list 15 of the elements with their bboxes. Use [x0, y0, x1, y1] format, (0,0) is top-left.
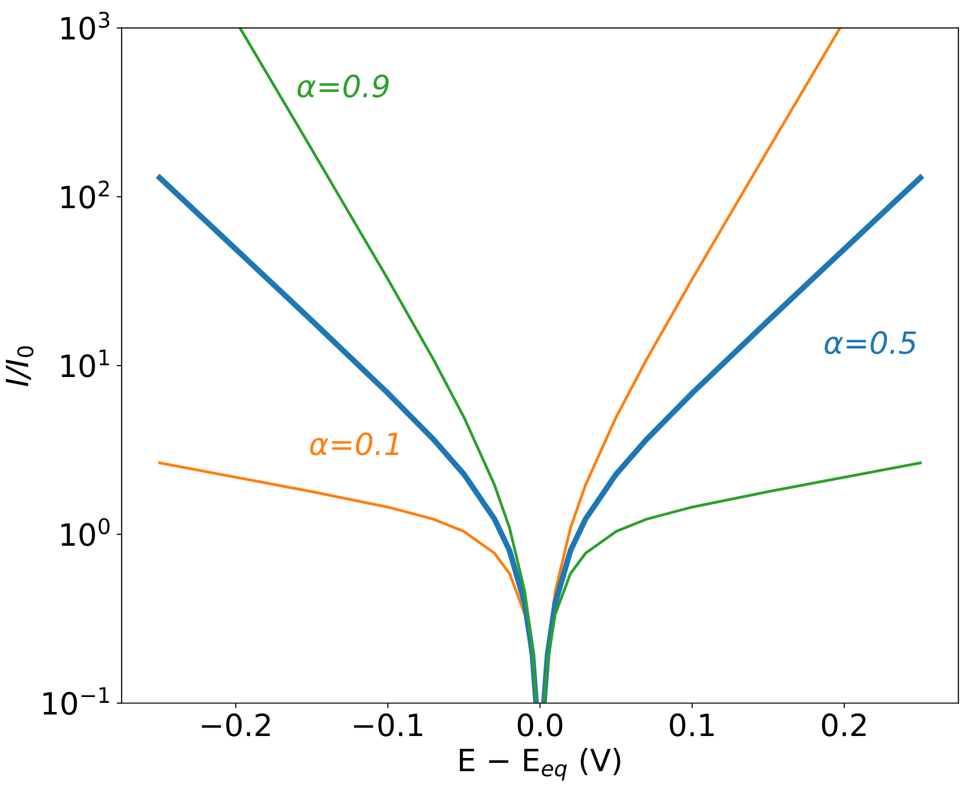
y-tick-label: 10$^{0}$ — [61, 518, 110, 546]
y-tick-label: 10$^{2}$ — [61, 180, 109, 209]
annotation: α=0.1 — [310, 432, 398, 456]
y-tick-label: 10$^{−1}$ — [43, 687, 109, 715]
y-axis-title: I/I$_{0}$ — [6, 346, 34, 386]
x-tick-label: 0.1 — [670, 713, 714, 736]
x-tick-label: 0.2 — [822, 713, 866, 736]
annotation: α=0.9 — [298, 74, 389, 98]
x-tick-label: 0.0 — [518, 713, 562, 736]
x-axis-title: E − E$_{eq}$ (V) — [460, 748, 620, 781]
y-tick-label: 10$^{1}$ — [61, 350, 109, 378]
x-tick-label: −0.2 — [202, 713, 270, 736]
y-tick-label: 10$^{3}$ — [61, 12, 110, 40]
x-tick-label: −0.1 — [354, 713, 422, 736]
annotation: α=0.5 — [824, 331, 916, 354]
